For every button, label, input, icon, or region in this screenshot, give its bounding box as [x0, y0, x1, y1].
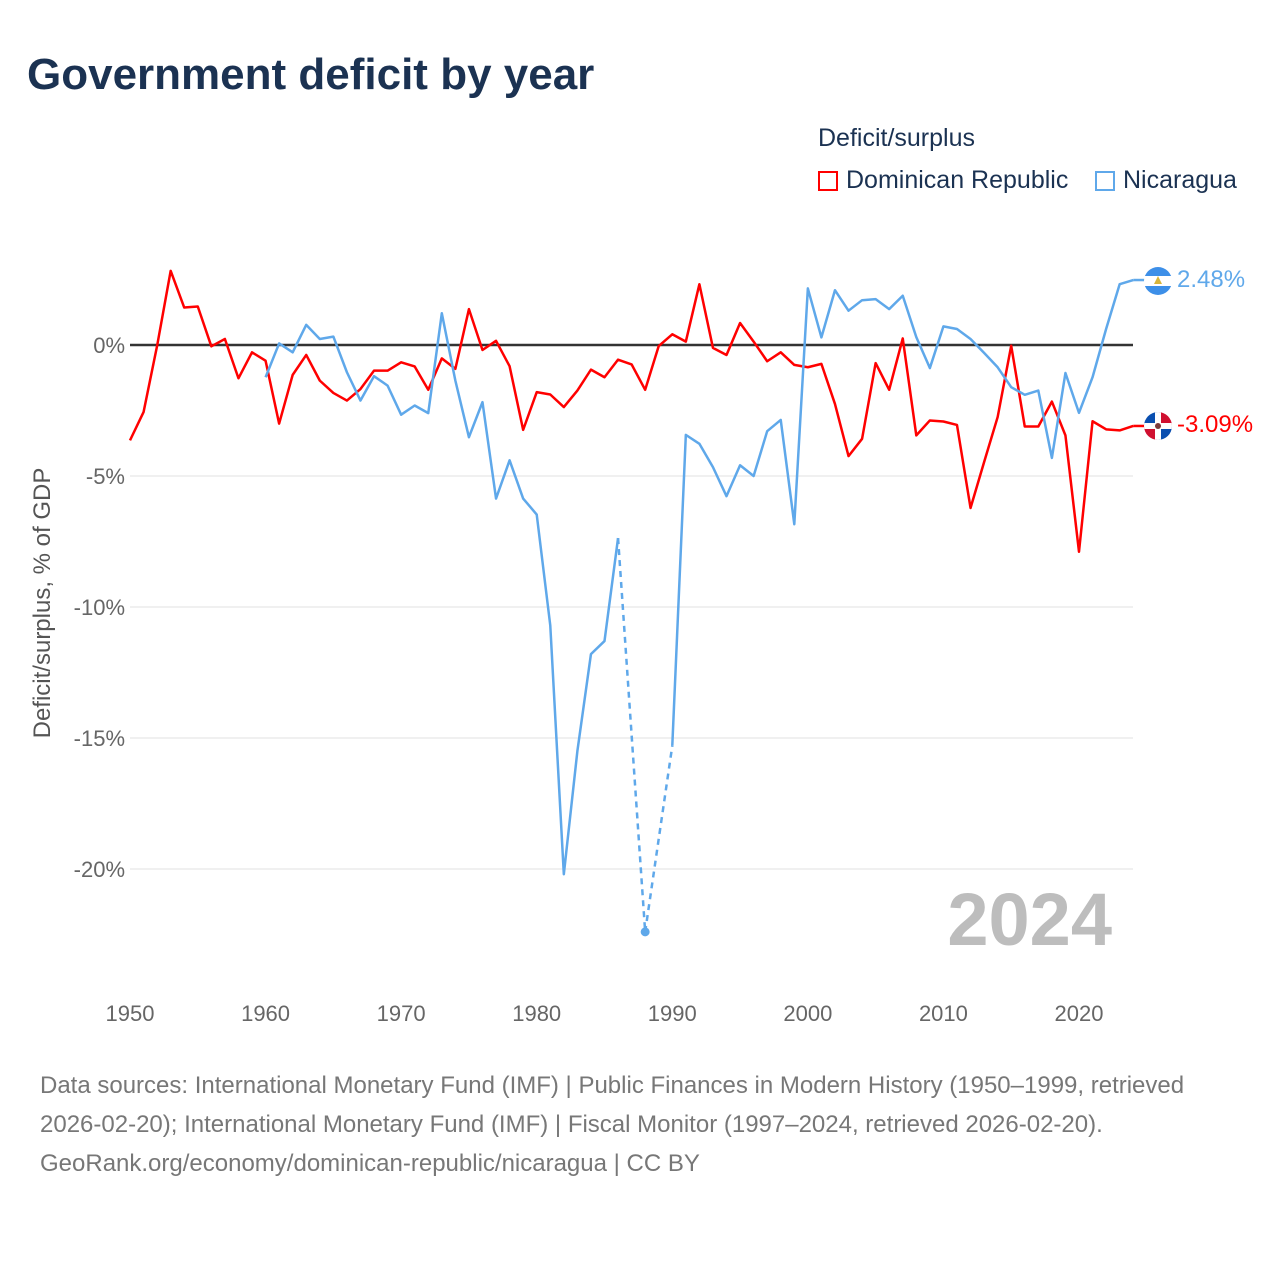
series-nicaragua — [264, 278, 1146, 937]
legend-item-nicaragua[interactable]: Nicaragua — [1095, 166, 1237, 195]
data-sources: Data sources: International Monetary Fun… — [40, 1072, 1185, 1138]
x-tick-label: 1990 — [648, 1001, 697, 1026]
x-tick-label: 1950 — [106, 1001, 155, 1026]
dominican-republic-flag-icon — [1144, 412, 1172, 440]
series-gap-line — [616, 538, 647, 932]
x-tick-label: 2020 — [1055, 1001, 1104, 1026]
legend-swatch-blue — [1095, 170, 1115, 191]
legend-title: Deficit/surplus — [818, 124, 975, 152]
legend-label: Dominican Republic — [846, 166, 1069, 194]
series-line — [128, 269, 1134, 553]
legend-label: Nicaragua — [1123, 166, 1237, 194]
nicaragua-end-label: 2.48% — [1177, 266, 1245, 293]
series-line — [264, 312, 620, 876]
y-tick-label: -15% — [74, 726, 125, 751]
chart-title: Government deficit by year — [27, 50, 595, 99]
x-tick-label: 1970 — [377, 1001, 426, 1026]
credit-link[interactable]: GeoRank.org/economy/dominican-republic/n… — [40, 1150, 700, 1177]
x-tick-label: 1960 — [241, 1001, 290, 1026]
y-axis-label: Deficit/surplus, % of GDP — [29, 468, 56, 739]
year-watermark: 2024 — [947, 878, 1112, 961]
dominican-republic-end-label: -3.09% — [1177, 411, 1253, 438]
footer: Data sources: International Monetary Fun… — [40, 1066, 1240, 1183]
series-gap-line — [643, 745, 674, 933]
nicaragua-flag-icon — [1144, 267, 1172, 295]
series-dominican-republic — [128, 269, 1146, 553]
y-tick-label: -5% — [86, 464, 125, 489]
legend-item-dominican-republic[interactable]: Dominican Republic — [818, 166, 1068, 195]
x-tick-label: 2010 — [919, 1001, 968, 1026]
x-tick-label: 1980 — [512, 1001, 561, 1026]
x-tick-label: 2000 — [783, 1001, 832, 1026]
series-line — [671, 278, 1134, 746]
legend-swatch-red — [818, 170, 838, 191]
y-tick-label: -10% — [74, 595, 125, 620]
y-tick-label: -20% — [74, 857, 125, 882]
y-tick-label: 0% — [93, 333, 125, 358]
